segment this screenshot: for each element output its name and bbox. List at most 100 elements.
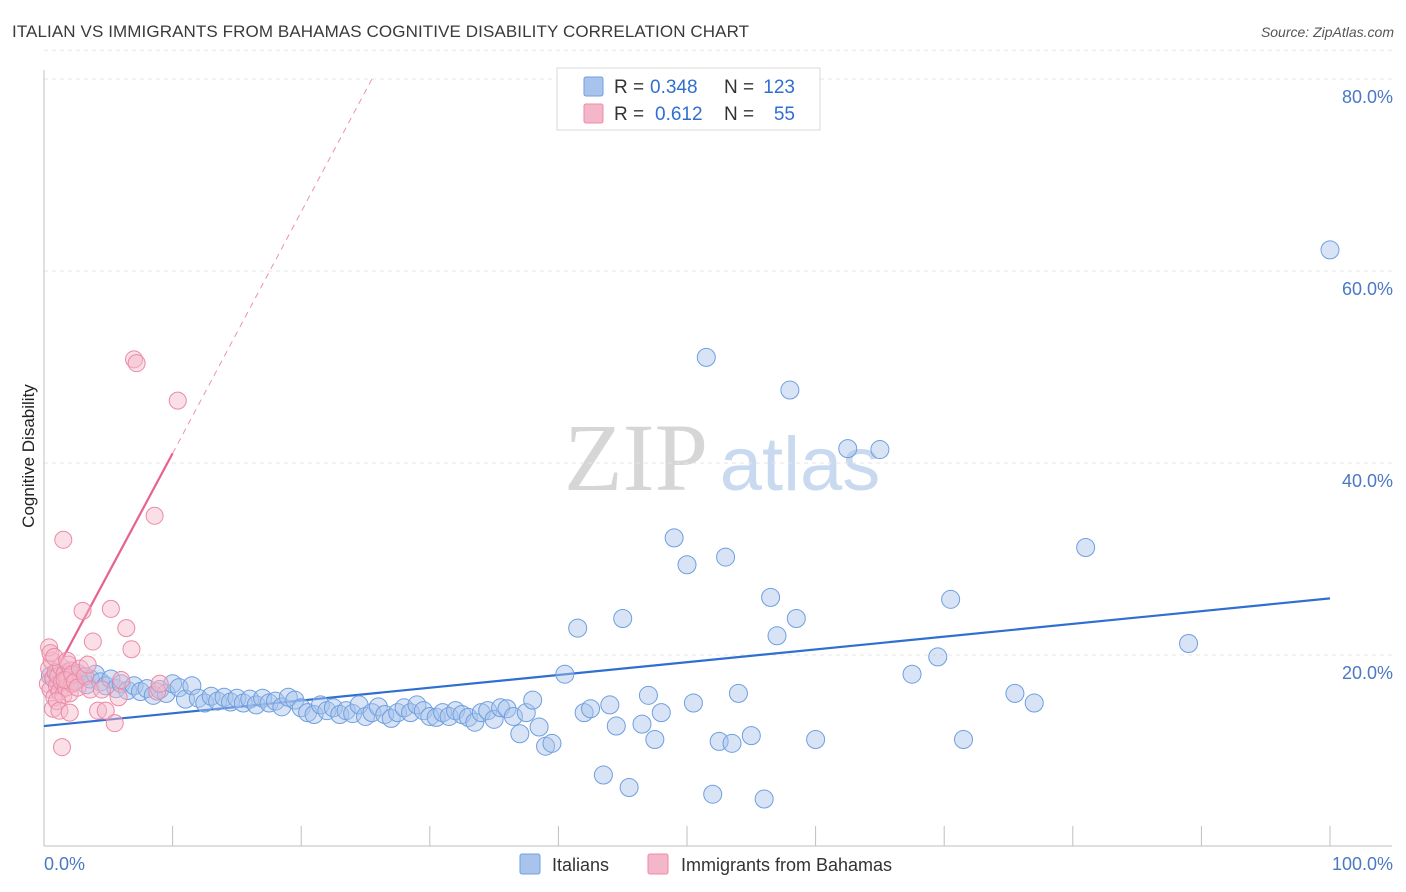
legend-label-italians: Italians [552, 855, 609, 875]
stats-legend-swatch-bahamas [583, 103, 604, 124]
point-bahamas-44 [105, 714, 124, 733]
stats-legend: R = 0.348 N = 123 R = 0.612 N = 55 [556, 67, 821, 131]
point-italians-24 [156, 683, 176, 703]
point-bahamas-27 [54, 530, 73, 549]
point-bahamas-36 [76, 667, 95, 686]
trend-line-0 [43, 597, 1331, 728]
point-bahamas-45 [109, 688, 128, 707]
point-italians-108 [754, 789, 774, 809]
point-italians-97 [651, 703, 671, 723]
y-axis-label: Cognitive Disability [19, 384, 38, 528]
point-bahamas-39 [83, 632, 102, 651]
point-bahamas-43 [101, 599, 120, 618]
point-bahamas-48 [122, 640, 141, 659]
x-tick-label-min: 0.0% [44, 854, 85, 874]
point-italians-110 [767, 626, 787, 646]
y-tick-labels: 20.0% 40.0% 60.0% 80.0% [1342, 87, 1393, 683]
point-italians-15 [101, 669, 121, 689]
point-italians-77 [497, 699, 517, 719]
point-italians-124 [1320, 240, 1340, 260]
point-bahamas-46 [112, 670, 131, 689]
point-bahamas-41 [92, 680, 111, 699]
point-italians-102 [703, 784, 723, 804]
point-italians-88 [581, 699, 601, 719]
point-italians-81 [523, 690, 543, 710]
point-italians-89 [593, 765, 613, 785]
trend-line-1 [48, 452, 174, 685]
watermark-atlas: atlas [720, 422, 881, 507]
stats-r-value-italians: 0.348 [650, 77, 698, 98]
stats-n-label-italians: N = [724, 77, 754, 98]
trend-lines [43, 78, 1331, 728]
point-italians-79 [510, 724, 530, 744]
point-italians-118 [941, 589, 961, 609]
point-italians-95 [638, 685, 658, 705]
y-tick-label-40: 40.0% [1342, 471, 1393, 491]
point-bahamas-47 [117, 619, 136, 638]
point-italians-91 [606, 716, 626, 736]
point-italians-117 [928, 647, 948, 667]
point-italians-28 [182, 676, 202, 696]
point-bahamas-53 [150, 674, 169, 693]
point-italians-93 [619, 777, 639, 797]
source-label: Source: ZipAtlas.com [1260, 24, 1394, 40]
point-italians-101 [696, 347, 716, 367]
point-italians-109 [761, 587, 781, 607]
point-italians-85 [555, 664, 575, 684]
point-italians-104 [716, 547, 736, 567]
stats-r-value-bahamas: 0.612 [655, 104, 703, 125]
point-bahamas-35 [73, 601, 92, 620]
point-bahamas-40 [89, 701, 108, 720]
legend-swatch-bahamas [647, 853, 669, 875]
point-italians-75 [484, 709, 504, 729]
point-italians-113 [806, 729, 826, 749]
point-bahamas-26 [53, 738, 72, 757]
point-bahamas-20 [40, 638, 59, 657]
point-italians-100 [683, 693, 703, 713]
point-bahamas-42 [96, 701, 115, 720]
point-italians-119 [953, 729, 973, 749]
page-title: ITALIAN VS IMMIGRANTS FROM BAHAMAS COGNI… [12, 22, 750, 41]
point-bahamas-50 [127, 354, 146, 373]
axes [43, 70, 1392, 847]
stats-legend-swatch-italians [583, 76, 604, 97]
point-italians-120 [1005, 683, 1025, 703]
stats-n-value-italians: 123 [763, 77, 795, 98]
x-ticks [172, 826, 1331, 846]
point-italians-40 [259, 693, 279, 713]
point-italians-114 [838, 439, 858, 459]
point-italians-47 [304, 705, 324, 725]
point-bahamas-51 [145, 506, 164, 525]
y-tick-label-20: 20.0% [1342, 663, 1393, 683]
point-italians-44 [285, 690, 305, 710]
point-italians-90 [600, 695, 620, 715]
y-tick-label-60: 60.0% [1342, 279, 1393, 299]
point-italians-78 [503, 706, 523, 726]
point-italians-57 [368, 697, 388, 717]
y-tick-label-80: 80.0% [1342, 87, 1393, 107]
x-tick-label-max: 100.0% [1332, 854, 1393, 874]
point-italians-115 [870, 440, 890, 460]
point-italians-106 [728, 683, 748, 703]
point-bahamas-54 [168, 391, 187, 410]
point-italians-92 [613, 609, 633, 629]
point-italians-94 [632, 714, 652, 734]
point-italians-122 [1076, 537, 1096, 557]
point-italians-105 [722, 733, 742, 753]
stats-r-label-bahamas: R = [614, 104, 644, 125]
point-italians-82 [529, 717, 549, 737]
point-italians-112 [786, 609, 806, 629]
point-bahamas-37 [78, 655, 97, 674]
point-italians-96 [645, 729, 665, 749]
point-italians-116 [902, 664, 922, 684]
point-italians-80 [516, 703, 536, 723]
legend-swatch-italians [519, 853, 541, 875]
trend-extension-1 [172, 78, 373, 454]
point-italians-86 [568, 618, 588, 638]
point-italians-99 [677, 555, 697, 575]
point-bahamas-30 [60, 703, 79, 722]
point-italians-107 [741, 726, 761, 746]
stats-r-label-italians: R = [614, 77, 644, 98]
legend-label-bahamas: Immigrants from Bahamas [681, 855, 892, 875]
